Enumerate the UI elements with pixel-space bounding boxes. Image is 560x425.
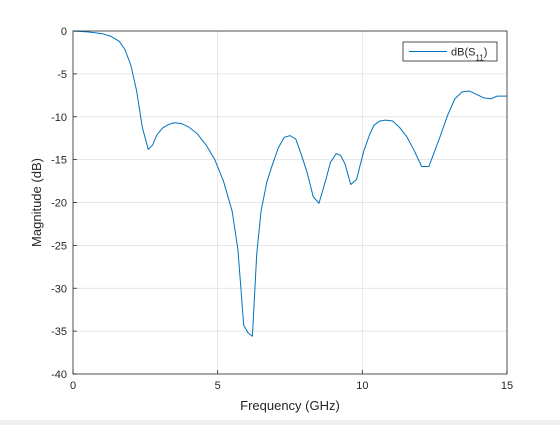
x-tick-label: 15 <box>501 380 513 392</box>
legend-label-base: dB(S <box>451 47 475 59</box>
legend-box <box>402 41 498 62</box>
x-tick-label: 10 <box>356 380 368 392</box>
series-line-s11 <box>72 30 507 337</box>
x-tick-label: 5 <box>215 380 221 392</box>
y-tick-label: -30 <box>51 283 67 295</box>
y-axis-label: Magnitude (dB) <box>29 158 44 247</box>
x-tick-label: 0 <box>70 380 76 392</box>
y-tick-label: -10 <box>51 112 67 124</box>
y-tick-label: 0 <box>61 26 67 38</box>
x-axis-label: Frequency (GHz) <box>240 398 340 413</box>
legend-label-close: ) <box>484 47 488 59</box>
legend-label: dB(S11) <box>451 47 487 63</box>
y-tick-label: -20 <box>51 198 67 210</box>
y-tick-label: -5 <box>57 69 67 81</box>
y-tick-label: -35 <box>51 326 67 338</box>
grid-lines <box>73 31 507 374</box>
legend[interactable]: dB(S11) <box>402 41 498 63</box>
series-layer <box>72 30 507 337</box>
x-ticks: 0 5 10 15 <box>70 370 513 392</box>
y-ticks: 0 -5 -10 -15 -20 -25 -30 -35 -40 <box>51 26 77 381</box>
legend-label-subscript: 11 <box>475 53 484 62</box>
y-tick-label: -25 <box>51 240 67 252</box>
y-tick-label: -40 <box>51 369 67 381</box>
y-tick-label: -15 <box>51 155 67 167</box>
